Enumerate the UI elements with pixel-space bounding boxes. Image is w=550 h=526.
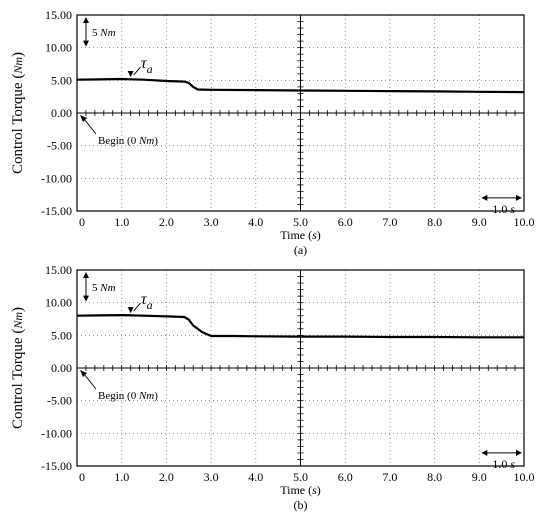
x-tick-label: 3.0 [204,215,219,229]
series-label: τa [141,291,153,312]
x-tick-label: 1.0 [114,470,129,484]
x-tick-label: 10.0 [514,215,535,229]
x-axis-label: Time (s) [280,483,321,497]
x-axis-label: Time (s) [280,228,321,242]
x-tick-label: 2.0 [159,470,174,484]
x-tick-label: 2.0 [159,215,174,229]
x-tick-label: 8.0 [427,470,442,484]
time-bar-arrow-right [516,194,522,201]
x-tick-label: 5.0 [293,470,308,484]
scale-bar-arrow-bottom [83,295,89,302]
scale-bar-arrow-top [83,17,89,23]
y-axis-label: Control Torque (Nm) [10,52,26,174]
x-tick-label: 4.0 [248,215,263,229]
scale-bar-arrow-top [83,272,89,278]
time-bar-arrow-left [481,449,488,456]
panel-caption: (a) [294,243,307,257]
y-axis-label: Control Torque (Nm) [10,307,26,429]
series-label: τa [141,55,153,76]
x-tick-label: 0 [79,215,85,229]
y-tick-label: 5.00 [51,73,72,87]
series-line-0 [76,314,524,339]
x-tick-label: 6.0 [338,215,353,229]
y-tick-label: -15.00 [41,204,72,218]
begin-label: Begin (0 Nm) [98,390,158,402]
time-bar-arrow-right [516,449,522,456]
scale-bar-arrow-bottom [83,40,89,47]
time-bar-label: 1.0 s [492,202,515,216]
begin-leader [83,373,97,390]
y-tick-label: 0.00 [51,106,72,120]
series-label-arrow [127,71,134,78]
begin-leader [83,118,97,135]
y-tick-label: -5.00 [47,394,72,408]
begin-arrow [80,370,87,377]
chart-panel-a: 15.00 10.00 5.00 0.00 -5.00 -10.00 -15.00 0 1.0 2… [10,8,535,257]
time-bar-arrow-left [481,194,488,201]
time-bar-label: 1.0 s [492,457,515,471]
scale-bar-label: 5 Nm [92,27,116,39]
series-label-leader [133,66,141,76]
series-line-0 [76,77,525,94]
panel-caption: (b) [294,498,308,512]
begin-label: Begin (0 Nm) [98,135,158,147]
y-tick-label: 5.00 [51,328,72,342]
x-tick-label: 4.0 [248,470,263,484]
y-tick-label: 10.00 [45,296,72,310]
y-tick-label: -15.00 [41,459,72,473]
x-tick-label: 3.0 [204,470,219,484]
scale-bar-label: 5 Nm [92,282,116,294]
x-tick-label: 6.0 [338,470,353,484]
y-tick-label: 15.00 [45,8,72,22]
x-tick-label: 7.0 [382,470,397,484]
x-tick-label: 8.0 [427,215,442,229]
x-tick-label: 10.0 [514,470,535,484]
y-tick-label: -10.00 [41,171,72,185]
begin-arrow [80,115,87,122]
y-tick-label: 0.00 [51,361,72,375]
x-tick-label: 9.0 [472,215,487,229]
y-tick-label: -5.00 [47,139,72,153]
x-tick-label: 5.0 [293,215,308,229]
x-tick-label: 1.0 [114,215,129,229]
series-label-leader [133,302,141,312]
series-label-arrow [127,307,134,314]
y-tick-label: 10.00 [45,41,72,55]
x-tick-label: 0 [79,470,85,484]
y-tick-label: -10.00 [41,426,72,440]
x-tick-label: 9.0 [472,470,487,484]
chart-panel-b: 15.00 10.00 5.00 0.00 -5.00 -10.00 -15.00 0 1.0 2… [10,263,535,512]
x-tick-label: 7.0 [382,215,397,229]
y-tick-label: 15.00 [45,263,72,277]
